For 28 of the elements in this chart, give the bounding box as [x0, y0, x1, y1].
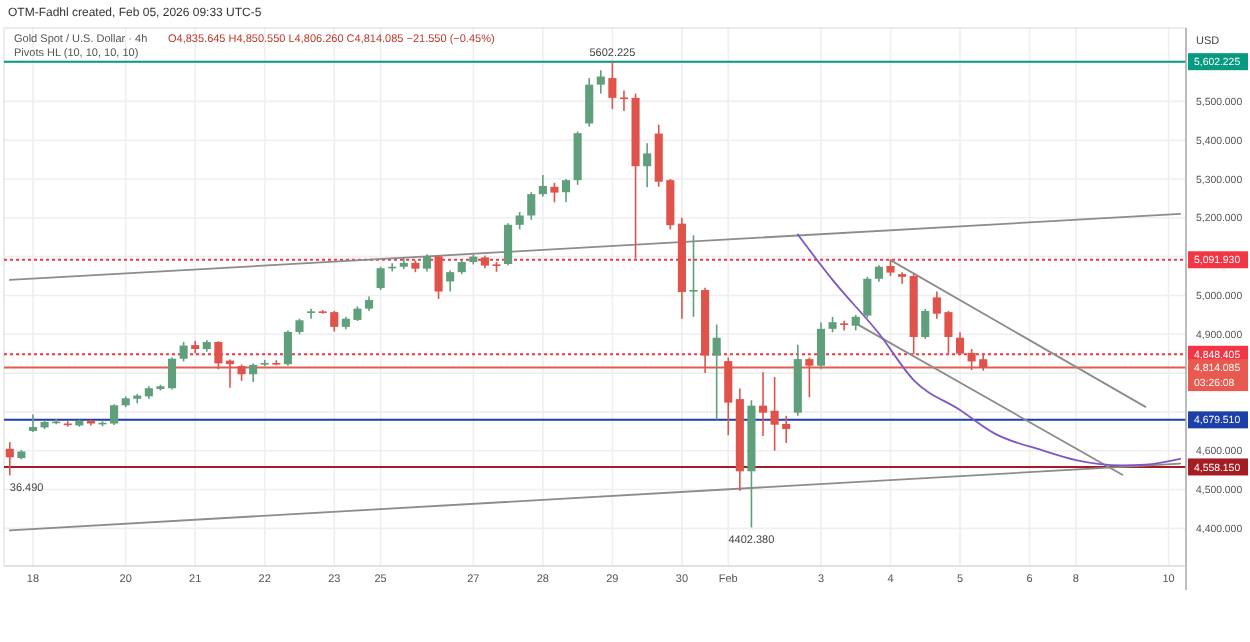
candlestick: [619, 89, 629, 112]
candlestick: [585, 77, 594, 128]
candlestick: [596, 69, 605, 95]
candlestick: [434, 254, 443, 300]
candlestick: [550, 182, 559, 204]
candlestick: [28, 413, 38, 433]
candlestick: [504, 222, 513, 266]
candlestick: [561, 178, 571, 204]
candlestick: [712, 323, 721, 421]
candlestick: [921, 308, 930, 340]
candlestick: [608, 60, 617, 110]
candlestick: [816, 321, 826, 370]
candlestick: [167, 356, 177, 391]
candlestick: [446, 269, 455, 293]
candlestick: [5, 441, 14, 477]
candlestick: [573, 130, 582, 186]
line-series: [796, 233, 1182, 467]
candlestick: [689, 234, 698, 318]
candlestick: [898, 271, 907, 285]
candlestick: [307, 307, 316, 320]
candlestick: [863, 276, 872, 319]
candlestick: [538, 174, 547, 198]
candlestick: [376, 265, 385, 291]
candlestick: [643, 142, 652, 188]
candlestick: [179, 341, 188, 363]
candlestick: [249, 362, 258, 383]
candlestick: [283, 329, 292, 367]
candlestick: [527, 191, 536, 221]
